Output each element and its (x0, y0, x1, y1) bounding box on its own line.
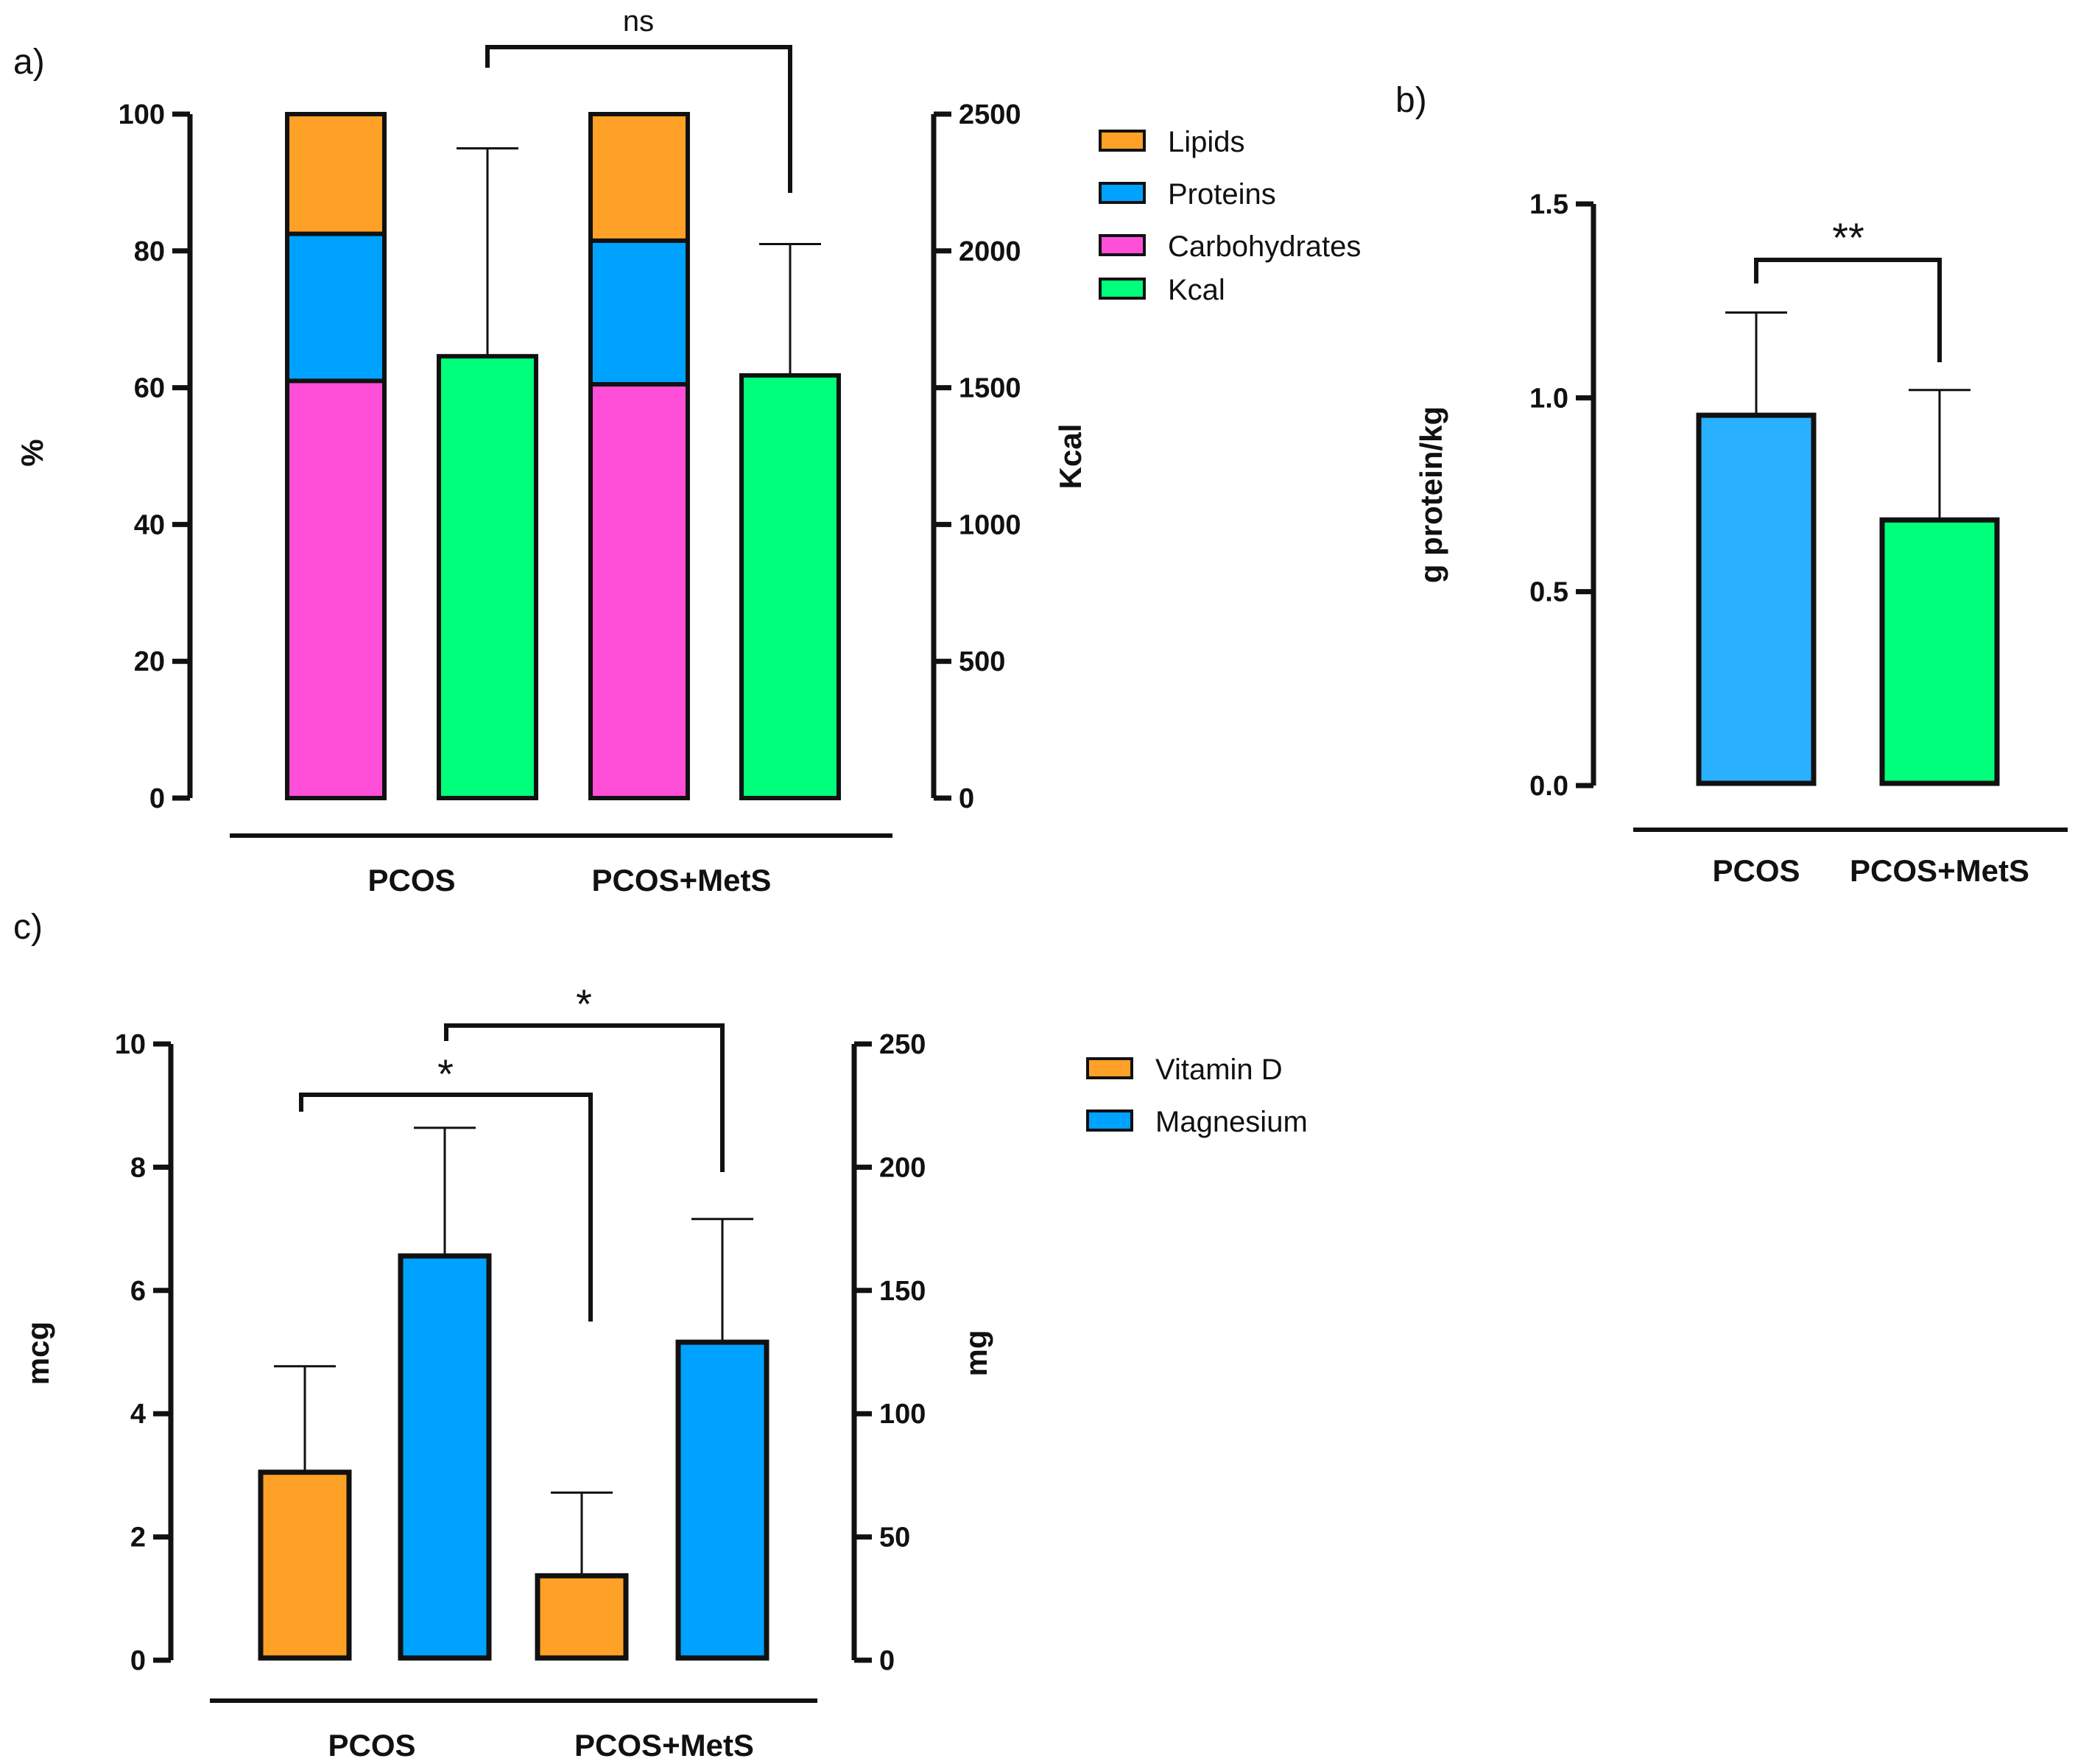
panel-a-legend-carbohydrates-label: Carbohydrates (1168, 230, 1361, 263)
panel-b-bar-pcos (1696, 412, 1817, 786)
panel-c-right-axis-title: mg (959, 1330, 993, 1377)
panel-a-legend-proteins-swatch (1099, 182, 1146, 204)
panel-a-right-tick-label: 1000 (959, 509, 1021, 540)
panel-b-left-tick-label: 0.0 (1529, 771, 1568, 802)
panel-a-right-tick-label: 2000 (959, 236, 1021, 267)
panel-c-legend-magnesium-label: Magnesium (1155, 1106, 1308, 1138)
panel-c-left-tick-label: 6 (130, 1276, 146, 1307)
panel-c-legend-magnesium-swatch (1086, 1109, 1133, 1132)
panel-c-bar-vitamin-d-pcos-mets (535, 1573, 629, 1661)
panel-c-category-label: PCOS+MetS (574, 1728, 754, 1763)
panel-c-significance-bracket-1 (299, 1093, 593, 1322)
bar-carbohydrates-pcos (285, 378, 387, 800)
panel-a-legend-kcal-label: Kcal (1168, 274, 1225, 306)
panel-b-left-tick-label: 1.0 (1529, 383, 1568, 414)
panel-c-left-tick-label: 0 (130, 1645, 146, 1676)
panel-b-category-label: PCOS (1712, 853, 1800, 888)
panel-c-right-tick-label: 250 (879, 1029, 926, 1060)
panel-a-legend-proteins-label: Proteins (1168, 178, 1276, 211)
panel-a-left-axis-title: % (15, 439, 49, 466)
panel-b-left-tick-label: 0.5 (1529, 577, 1568, 608)
panel-c-right-tick-label: 100 (879, 1399, 926, 1430)
panel-c-label: c) (13, 908, 43, 947)
panel-a-left-tick-label: 60 (134, 373, 165, 404)
panel-a-left-tick-label: 0 (149, 783, 165, 814)
panel-a-label: a) (13, 43, 45, 82)
panel-b-left-tick-label: 1.5 (1529, 189, 1568, 220)
panel-c-legend-vitamin-d-swatch (1086, 1057, 1133, 1079)
panel-a-right-axis-title: Kcal (1053, 424, 1088, 490)
panel-a-right-tick-label: 500 (959, 646, 1005, 677)
panel-c-right-tick-label: 200 (879, 1152, 926, 1183)
panel-c-bar-magnesium-pcos (398, 1253, 492, 1661)
panel-c-left-axis-title: mcg (21, 1322, 55, 1385)
panel-c-right-tick-label: 150 (879, 1276, 926, 1307)
bar-proteins-pcos (285, 231, 387, 384)
bar-carbohydrates-pcos-mets (588, 381, 690, 800)
panel-c-legend-vitamin-d-label: Vitamin D (1155, 1054, 1283, 1086)
panel-c-significance-label-1: * (437, 1051, 454, 1097)
panel-a-left-tick-label: 100 (119, 99, 165, 130)
panel-a-category-label: PCOS (367, 863, 455, 897)
panel-a-legend-lipids-label: Lipids (1168, 126, 1245, 158)
panel-a-right-tick-label: 2500 (959, 99, 1021, 130)
panel-c-right-tick-label: 0 (879, 1645, 895, 1676)
panel-c-left-tick-label: 2 (130, 1523, 146, 1553)
panel-c-significance-bracket-2 (444, 1023, 725, 1172)
panel-c-right-tick-label: 50 (879, 1523, 910, 1553)
bar-proteins-pcos-mets (588, 238, 690, 387)
panel-c-significance-label-2: * (576, 981, 592, 1027)
bar-lipids-pcos-mets (588, 112, 690, 243)
panel-a-left-tick-label: 40 (134, 509, 165, 540)
panel-c-category-label: PCOS (328, 1728, 415, 1763)
panel-a-category-label: PCOS+MetS (592, 863, 772, 897)
panel-a-right-tick-label: 0 (959, 783, 974, 814)
panel-a-right-tick-label: 1500 (959, 373, 1021, 404)
panel-b-significance-bracket (1754, 258, 1942, 362)
panel-c-left-tick-label: 4 (130, 1399, 146, 1430)
panel-b-category-label: PCOS+MetS (1850, 853, 2029, 888)
panel-b-bar-pcos-mets (1879, 517, 2000, 786)
panel-b-label: b) (1395, 81, 1427, 120)
panel-a-significance-label: ns (623, 5, 654, 38)
panel-c-bar-vitamin-d-pcos (258, 1470, 352, 1661)
panel-b-axis-title: g protein/kg (1414, 406, 1448, 583)
panel-a-legend-carbohydrates-swatch (1099, 234, 1146, 256)
panel-a-legend-kcal-swatch (1099, 278, 1146, 300)
panel-c-left-tick-label: 10 (115, 1029, 146, 1060)
panel-a-legend-lipids-swatch (1099, 130, 1146, 152)
panel-c-bar-magnesium-pcos-mets (675, 1339, 769, 1661)
panel-c-left-tick-label: 8 (130, 1152, 146, 1183)
panel-b-chart: b) 0.0 0.5 1.0 1.5 g protein/kg PCOS PCOS+MetS *… (1395, 81, 2068, 888)
panel-a-left-tick-label: 80 (134, 236, 165, 267)
panel-a-significance-bracket (485, 45, 792, 193)
panel-b-significance-label: ** (1832, 214, 1864, 261)
panel-a-left-tick-label: 20 (134, 646, 165, 677)
bar-kcal-pcos-mets (739, 373, 841, 800)
bar-lipids-pcos (285, 112, 387, 236)
bar-kcal-pcos (437, 353, 538, 800)
